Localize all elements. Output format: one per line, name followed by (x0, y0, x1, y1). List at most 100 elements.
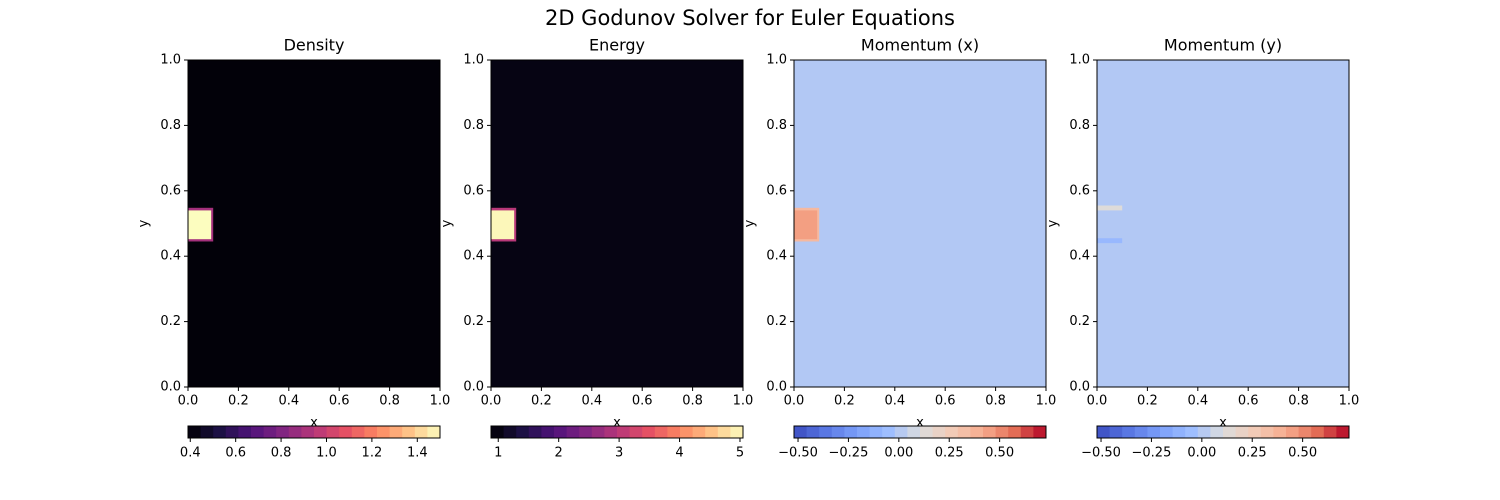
colorbar-segment (654, 426, 668, 438)
y-tick-label: 0.6 (160, 183, 181, 198)
x-tick-label: 0.4 (581, 394, 602, 409)
colorbar-segment (188, 426, 202, 438)
colorbar-segment (301, 426, 315, 438)
colorbar-segment (213, 426, 227, 438)
colorbar-segment (1260, 426, 1274, 438)
axes-frame (490, 59, 744, 388)
y-tick-label: 0.6 (1069, 183, 1090, 198)
axes-frame (793, 59, 1047, 388)
colorbar-segment (629, 426, 643, 438)
colorbar-segment (377, 426, 391, 438)
colorbar-segment (1248, 426, 1262, 438)
y-tick-label: 0.6 (463, 183, 484, 198)
colorbar-segment (1286, 426, 1300, 438)
colorbar-tick-label: 1.4 (407, 446, 428, 461)
colorbar-segment (1298, 426, 1312, 438)
colorbar-segment (516, 426, 530, 438)
colorbar-segment (541, 426, 555, 438)
colorbar-tick-label: 0.25 (935, 446, 964, 461)
colorbar-segment (806, 426, 820, 438)
heatmap-background (188, 60, 440, 387)
axes-frame (1096, 59, 1350, 388)
colorbar-tick-label: 1.0 (316, 446, 337, 461)
y-tick-label: 1.0 (160, 53, 181, 68)
heatmap-cell (1097, 205, 1123, 211)
y-tick-label: 1.0 (463, 53, 484, 68)
y-tick-label: 0.6 (766, 183, 787, 198)
y-tick-label: 0.0 (766, 380, 787, 395)
heatmap-background (794, 60, 1046, 387)
heatmap-cell (491, 210, 515, 240)
y-tick-label: 0.8 (766, 118, 787, 133)
colorbar-segment (1172, 426, 1186, 438)
heatmap-background (1097, 60, 1349, 387)
colorbar-segment (339, 426, 353, 438)
colorbar-frame (793, 425, 1047, 439)
x-axis-label: x (613, 416, 621, 431)
colorbar-segment (819, 426, 833, 438)
axes-frame (187, 59, 441, 388)
x-tick-label: 0.2 (531, 394, 552, 409)
colorbar-segment (1134, 426, 1148, 438)
colorbar-segment (1223, 426, 1237, 438)
colorbar-segment (794, 426, 808, 438)
x-tick-label: 0.0 (784, 394, 805, 409)
colorbar-segment (591, 426, 605, 438)
colorbar-tick-label: 3 (615, 446, 623, 461)
colorbar-tick-label: 0.00 (1187, 446, 1216, 461)
colorbar-tick-label: 2 (555, 446, 563, 461)
colorbar-segment (238, 426, 252, 438)
colorbar-segment (857, 426, 871, 438)
x-tick-label: 0.2 (834, 394, 855, 409)
x-axis-label: x (310, 416, 318, 431)
y-tick-label: 1.0 (766, 53, 787, 68)
y-axis-label: y (137, 219, 152, 227)
colorbar-segment (1197, 426, 1211, 438)
colorbar-frame (187, 425, 441, 439)
y-tick-label: 0.0 (463, 380, 484, 395)
colorbar-tick-label: −0.25 (829, 446, 869, 461)
colorbar-segment (1097, 426, 1111, 438)
colorbar-tick-label: 4 (675, 446, 683, 461)
colorbar-segment (276, 426, 290, 438)
colorbar-segment (844, 426, 858, 438)
x-tick-label: 0.8 (379, 394, 400, 409)
y-tick-label: 0.4 (160, 249, 181, 264)
x-axis-label: x (1219, 416, 1227, 431)
colorbar-segment (1008, 426, 1022, 438)
colorbar-segment (200, 426, 214, 438)
colorbar-segment (995, 426, 1009, 438)
y-tick-label: 1.0 (1069, 53, 1090, 68)
colorbar-segment (730, 426, 744, 438)
y-tick-label: 0.0 (160, 380, 181, 395)
x-tick-label: 0.0 (178, 394, 199, 409)
colorbar-segment (983, 426, 997, 438)
colorbar-segment (1273, 426, 1287, 438)
x-tick-label: 0.8 (1288, 394, 1309, 409)
heatmap-cell (188, 210, 212, 240)
y-tick-label: 0.8 (1069, 118, 1090, 133)
x-tick-label: 0.6 (329, 394, 350, 409)
colorbar-segment (528, 426, 542, 438)
colorbar-segment (579, 426, 593, 438)
colorbar-tick-label: −0.50 (1081, 446, 1121, 461)
heatmap-background (491, 60, 743, 387)
colorbar-segment (491, 426, 505, 438)
axes-title: Energy (589, 36, 645, 55)
x-tick-label: 0.0 (1087, 394, 1108, 409)
colorbar-segment (1235, 426, 1249, 438)
y-tick-label: 0.8 (160, 118, 181, 133)
colorbar-segment (1147, 426, 1161, 438)
x-tick-label: 0.6 (1238, 394, 1259, 409)
y-tick-label: 0.2 (1069, 314, 1090, 329)
y-tick-label: 0.2 (463, 314, 484, 329)
y-tick-label: 0.8 (463, 118, 484, 133)
x-tick-label: 1.0 (430, 394, 451, 409)
colorbar-segment (970, 426, 984, 438)
colorbar-segment (427, 426, 441, 438)
x-tick-label: 1.0 (1339, 394, 1360, 409)
x-tick-label: 1.0 (1036, 394, 1057, 409)
x-tick-label: 0.2 (228, 394, 249, 409)
figure-title: 2D Godunov Solver for Euler Equations (545, 6, 955, 30)
